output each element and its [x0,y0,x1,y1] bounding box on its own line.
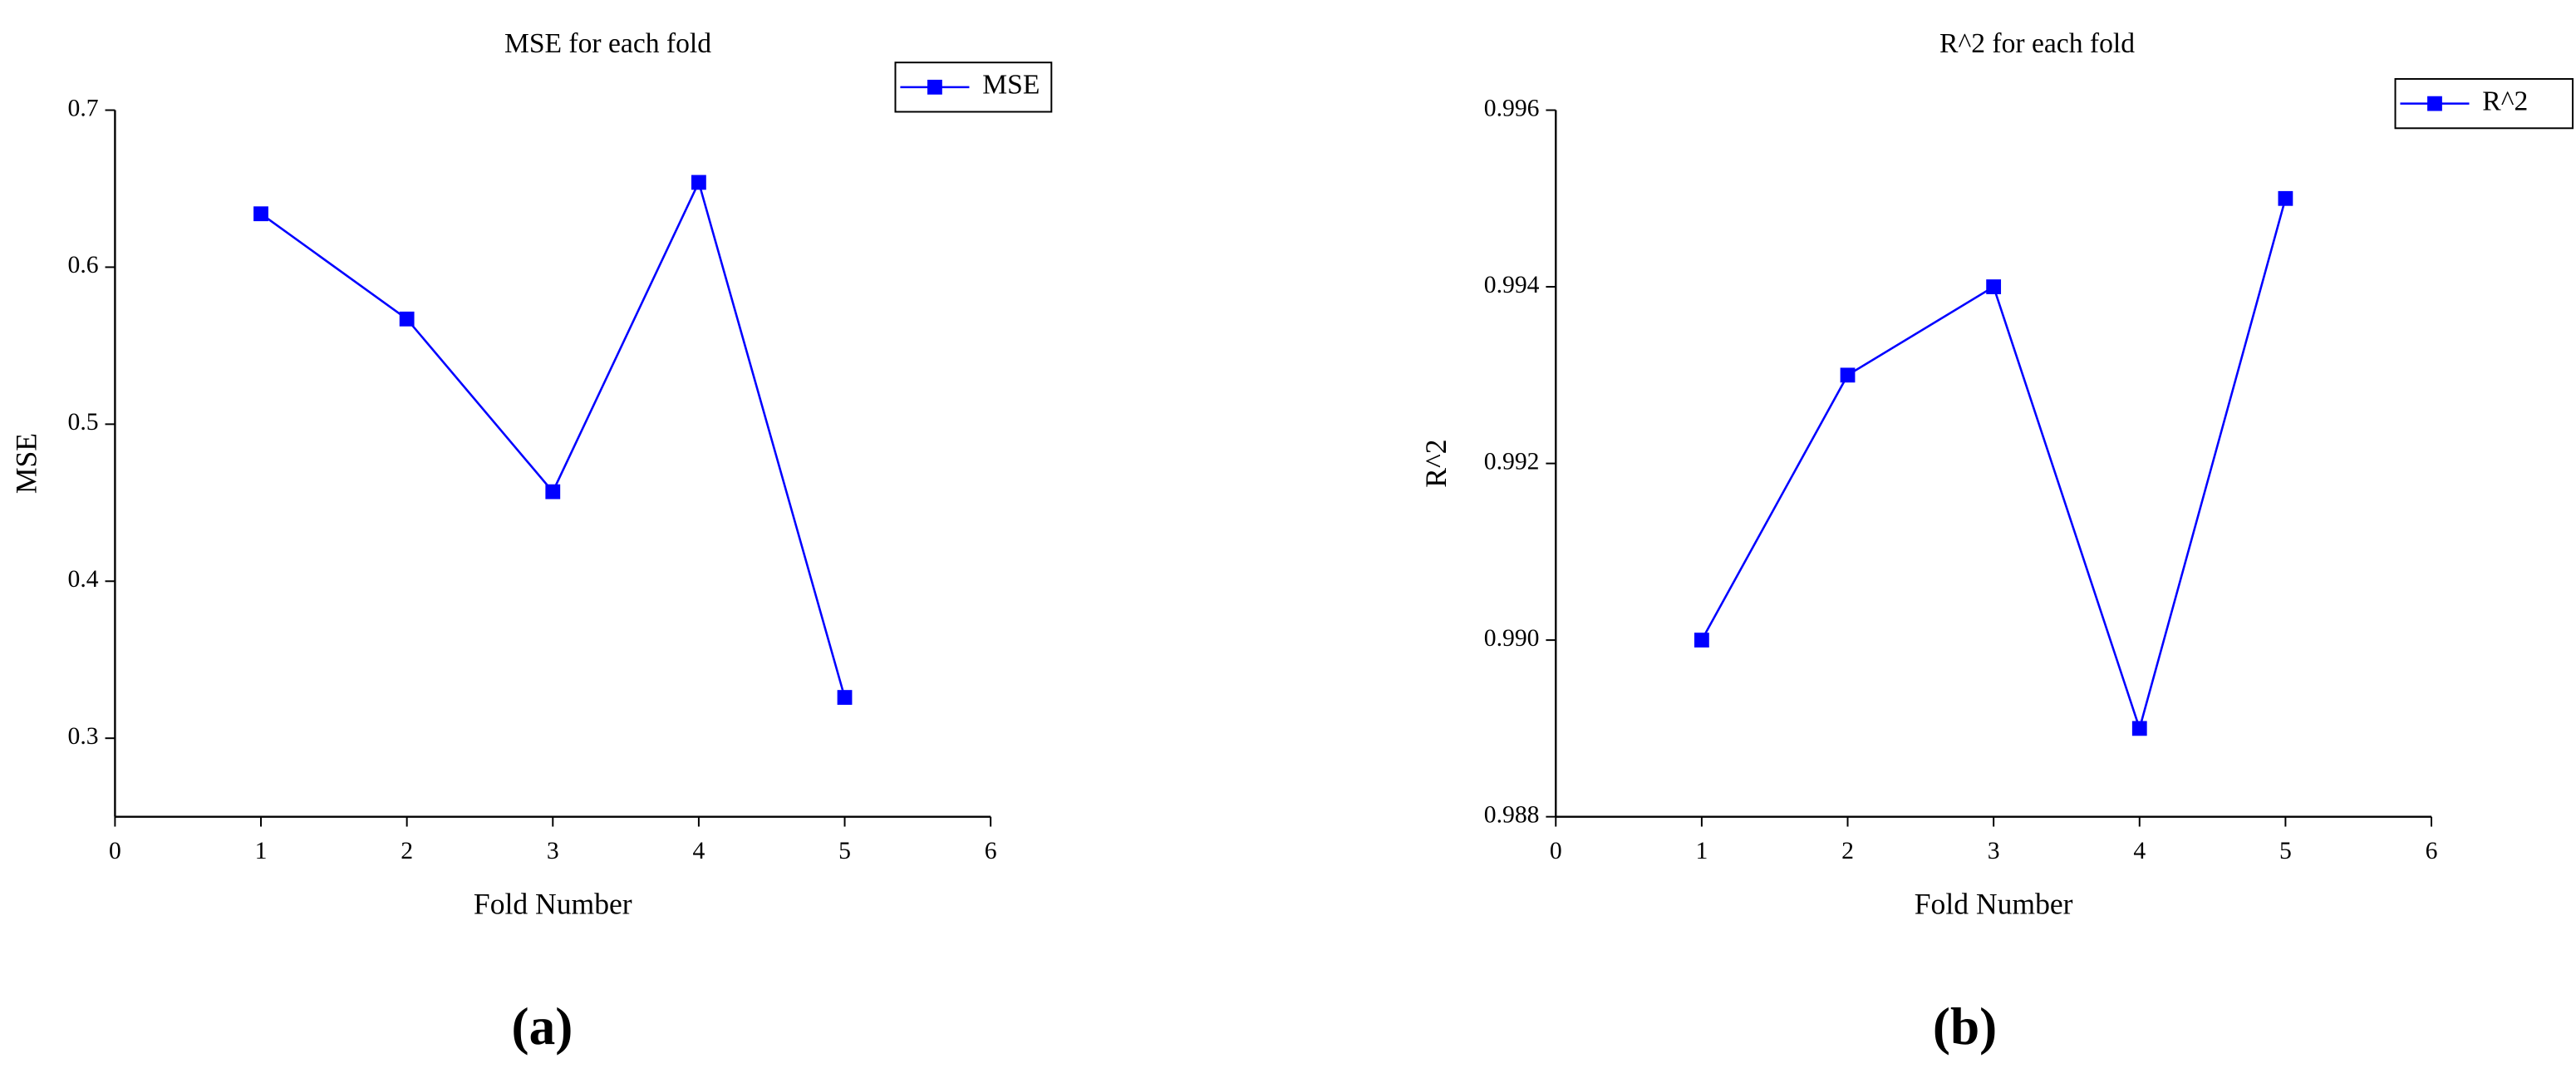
marker [691,175,706,190]
marker [399,311,415,327]
x-tick-label: 1 [255,838,268,864]
marker [2278,190,2293,206]
y-tick-label: 0.994 [1484,272,1540,298]
x-tick-label: 5 [2279,838,2292,864]
x-axis-label: Fold Number [1915,888,2073,921]
y-tick-label: 0.988 [1484,801,1540,828]
marker [837,690,853,705]
panel-label: (b) [1933,997,1997,1056]
legend-label: R^2 [2482,86,2528,116]
x-tick-label: 6 [2426,838,2438,864]
y-axis-label: MSE [10,433,43,494]
x-tick-label: 1 [1695,838,1708,864]
marker [2131,721,2147,736]
y-axis-label: R^2 [1419,439,1453,487]
x-tick-label: 2 [1841,838,1854,864]
legend-marker [2427,96,2442,111]
x-axis-label: Fold Number [474,888,632,921]
legend-marker [927,79,942,95]
chart-title: R^2 for each fold [1939,28,2135,59]
marker [1694,633,1709,648]
marker [1840,367,1856,383]
panel-label: (a) [512,997,573,1056]
x-tick-label: 2 [401,838,413,864]
x-tick-label: 3 [1988,838,2000,864]
y-tick-label: 0.6 [68,252,99,278]
y-tick-label: 0.5 [68,409,99,436]
y-tick-label: 0.4 [68,566,99,593]
x-tick-label: 4 [692,838,705,864]
x-tick-label: 6 [985,838,997,864]
x-tick-label: 5 [838,838,851,864]
y-tick-label: 0.990 [1484,625,1540,652]
marker [253,206,268,222]
marker [1986,279,2002,294]
x-tick-label: 4 [2133,838,2146,864]
y-tick-label: 0.996 [1484,95,1540,121]
y-tick-label: 0.992 [1484,448,1540,475]
y-tick-label: 0.7 [68,95,99,121]
line [1700,198,2287,732]
chart-title: MSE for each fold [504,28,711,59]
marker [545,484,561,500]
x-tick-label: 0 [109,838,121,864]
y-tick-label: 0.3 [68,723,99,750]
line [260,179,846,698]
x-tick-label: 3 [547,838,559,864]
legend-label: MSE [982,70,1040,101]
x-tick-label: 0 [1550,838,1562,864]
